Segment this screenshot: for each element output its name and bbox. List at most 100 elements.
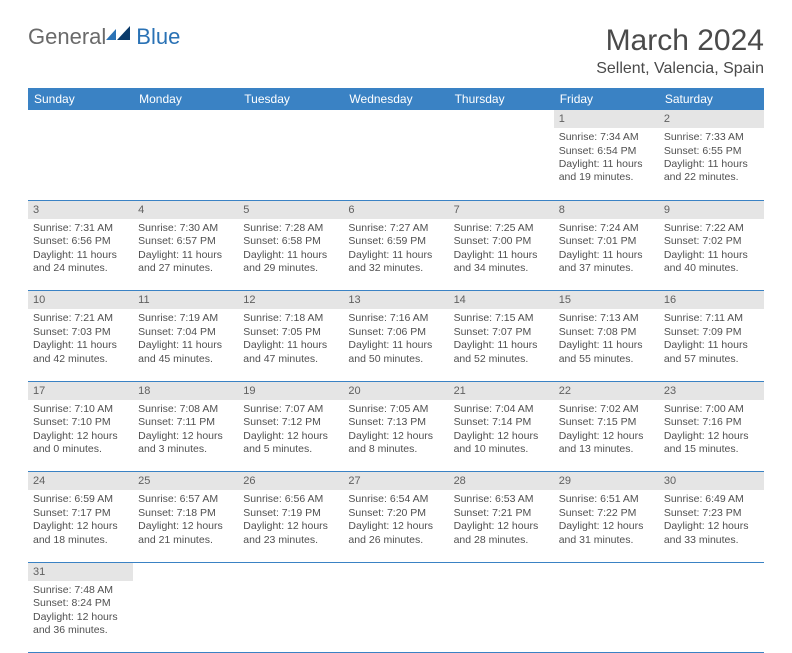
day-detail-cell	[133, 128, 238, 200]
day-detail-cell: Sunrise: 6:51 AMSunset: 7:22 PMDaylight:…	[554, 490, 659, 562]
day-number-cell	[659, 562, 764, 581]
day-detail-cell: Sunrise: 7:30 AMSunset: 6:57 PMDaylight:…	[133, 219, 238, 291]
day-number-cell	[238, 562, 343, 581]
day-number-cell: 24	[28, 472, 133, 491]
daynum-row: 12	[28, 110, 764, 128]
logo: General Blue	[28, 24, 180, 50]
calendar-body: 12Sunrise: 7:34 AMSunset: 6:54 PMDayligh…	[28, 110, 764, 653]
day-number-cell	[449, 110, 554, 128]
day-detail-cell: Sunrise: 6:59 AMSunset: 7:17 PMDaylight:…	[28, 490, 133, 562]
day-detail-cell	[238, 128, 343, 200]
day-number-cell	[133, 562, 238, 581]
logo-general-text: General	[28, 24, 106, 50]
day-detail-cell: Sunrise: 7:31 AMSunset: 6:56 PMDaylight:…	[28, 219, 133, 291]
weekday-header-row: Sunday Monday Tuesday Wednesday Thursday…	[28, 88, 764, 110]
daynum-row: 17181920212223	[28, 381, 764, 400]
day-number-cell: 8	[554, 200, 659, 219]
daynum-row: 24252627282930	[28, 472, 764, 491]
weekday-header: Sunday	[28, 88, 133, 110]
day-number-cell	[343, 562, 448, 581]
day-number-cell	[133, 110, 238, 128]
day-number-cell	[28, 110, 133, 128]
day-detail-cell	[343, 581, 448, 653]
day-number-cell: 14	[449, 291, 554, 310]
day-number-cell: 15	[554, 291, 659, 310]
day-detail-cell: Sunrise: 7:04 AMSunset: 7:14 PMDaylight:…	[449, 400, 554, 472]
daynum-row: 3456789	[28, 200, 764, 219]
day-detail-cell: Sunrise: 7:07 AMSunset: 7:12 PMDaylight:…	[238, 400, 343, 472]
day-detail-cell: Sunrise: 7:00 AMSunset: 7:16 PMDaylight:…	[659, 400, 764, 472]
day-detail-cell: Sunrise: 6:56 AMSunset: 7:19 PMDaylight:…	[238, 490, 343, 562]
day-detail-cell: Sunrise: 7:10 AMSunset: 7:10 PMDaylight:…	[28, 400, 133, 472]
header: General Blue March 2024 Sellent, Valenci…	[28, 24, 764, 78]
weekday-header: Tuesday	[238, 88, 343, 110]
day-detail-cell: Sunrise: 7:33 AMSunset: 6:55 PMDaylight:…	[659, 128, 764, 200]
day-number-cell: 28	[449, 472, 554, 491]
day-detail-cell: Sunrise: 7:18 AMSunset: 7:05 PMDaylight:…	[238, 309, 343, 381]
day-number-cell: 17	[28, 381, 133, 400]
day-number-cell: 29	[554, 472, 659, 491]
day-number-cell: 27	[343, 472, 448, 491]
day-number-cell: 25	[133, 472, 238, 491]
day-detail-cell	[659, 581, 764, 653]
day-number-cell: 22	[554, 381, 659, 400]
day-number-cell: 5	[238, 200, 343, 219]
day-detail-cell	[343, 128, 448, 200]
day-number-cell: 16	[659, 291, 764, 310]
day-detail-cell: Sunrise: 7:05 AMSunset: 7:13 PMDaylight:…	[343, 400, 448, 472]
day-detail-cell	[133, 581, 238, 653]
day-number-cell: 1	[554, 110, 659, 128]
daynum-row: 31	[28, 562, 764, 581]
weekday-header: Monday	[133, 88, 238, 110]
day-number-cell: 9	[659, 200, 764, 219]
day-number-cell: 19	[238, 381, 343, 400]
day-number-cell: 20	[343, 381, 448, 400]
day-number-cell: 26	[238, 472, 343, 491]
day-number-cell	[238, 110, 343, 128]
detail-row: Sunrise: 6:59 AMSunset: 7:17 PMDaylight:…	[28, 490, 764, 562]
day-number-cell: 12	[238, 291, 343, 310]
day-detail-cell: Sunrise: 7:13 AMSunset: 7:08 PMDaylight:…	[554, 309, 659, 381]
day-number-cell: 11	[133, 291, 238, 310]
day-detail-cell	[554, 581, 659, 653]
day-detail-cell: Sunrise: 7:22 AMSunset: 7:02 PMDaylight:…	[659, 219, 764, 291]
detail-row: Sunrise: 7:10 AMSunset: 7:10 PMDaylight:…	[28, 400, 764, 472]
day-detail-cell	[28, 128, 133, 200]
weekday-header: Wednesday	[343, 88, 448, 110]
day-detail-cell: Sunrise: 7:28 AMSunset: 6:58 PMDaylight:…	[238, 219, 343, 291]
day-detail-cell	[238, 581, 343, 653]
day-number-cell: 6	[343, 200, 448, 219]
day-number-cell: 30	[659, 472, 764, 491]
day-number-cell: 21	[449, 381, 554, 400]
detail-row: Sunrise: 7:34 AMSunset: 6:54 PMDaylight:…	[28, 128, 764, 200]
day-number-cell	[554, 562, 659, 581]
day-detail-cell: Sunrise: 7:21 AMSunset: 7:03 PMDaylight:…	[28, 309, 133, 381]
day-detail-cell: Sunrise: 7:15 AMSunset: 7:07 PMDaylight:…	[449, 309, 554, 381]
day-detail-cell	[449, 581, 554, 653]
day-detail-cell: Sunrise: 7:24 AMSunset: 7:01 PMDaylight:…	[554, 219, 659, 291]
detail-row: Sunrise: 7:31 AMSunset: 6:56 PMDaylight:…	[28, 219, 764, 291]
day-detail-cell: Sunrise: 7:11 AMSunset: 7:09 PMDaylight:…	[659, 309, 764, 381]
flag-icon	[106, 26, 134, 44]
logo-blue-text: Blue	[136, 24, 180, 50]
day-number-cell: 7	[449, 200, 554, 219]
location: Sellent, Valencia, Spain	[596, 60, 764, 78]
day-number-cell: 23	[659, 381, 764, 400]
daynum-row: 10111213141516	[28, 291, 764, 310]
day-number-cell: 4	[133, 200, 238, 219]
weekday-header: Saturday	[659, 88, 764, 110]
day-number-cell	[343, 110, 448, 128]
detail-row: Sunrise: 7:21 AMSunset: 7:03 PMDaylight:…	[28, 309, 764, 381]
detail-row: Sunrise: 7:48 AMSunset: 8:24 PMDaylight:…	[28, 581, 764, 653]
day-number-cell: 10	[28, 291, 133, 310]
weekday-header: Friday	[554, 88, 659, 110]
calendar-table: Sunday Monday Tuesday Wednesday Thursday…	[28, 88, 764, 653]
day-number-cell	[449, 562, 554, 581]
day-detail-cell	[449, 128, 554, 200]
day-number-cell: 13	[343, 291, 448, 310]
day-detail-cell: Sunrise: 7:02 AMSunset: 7:15 PMDaylight:…	[554, 400, 659, 472]
day-detail-cell: Sunrise: 6:54 AMSunset: 7:20 PMDaylight:…	[343, 490, 448, 562]
day-number-cell: 18	[133, 381, 238, 400]
day-number-cell: 31	[28, 562, 133, 581]
weekday-header: Thursday	[449, 88, 554, 110]
